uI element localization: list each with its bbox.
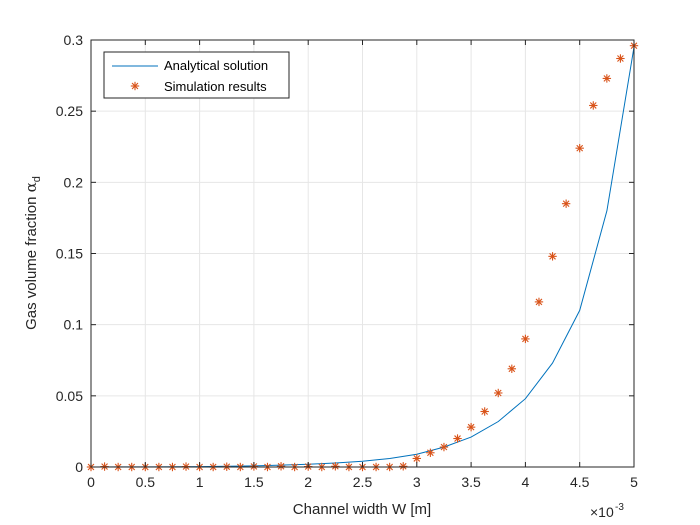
simulation-point: [480, 407, 489, 416]
simulation-point: [426, 448, 435, 457]
y-tick-label: 0.2: [64, 174, 84, 190]
x-tick-label: 3.5: [461, 474, 481, 490]
x-tick-label: 0.5: [136, 474, 156, 490]
svg-text:Gas volume fraction αd: Gas volume fraction αd: [22, 176, 43, 330]
simulation-point: [561, 199, 571, 208]
simulation-point: [616, 54, 625, 63]
simulation-point: [412, 454, 421, 463]
y-tick-label: 0.05: [56, 388, 83, 404]
simulation-point: [439, 442, 449, 452]
legend-box: [103, 51, 290, 99]
x-tick-label: 4: [522, 474, 530, 490]
x-tick-label: 2: [304, 474, 312, 490]
simulation-point: [453, 434, 462, 443]
x-axis-label: Channel width W [m]: [293, 501, 431, 518]
y-tick-label: 0: [75, 459, 83, 475]
legend: Analytical solution Simulation results: [103, 51, 290, 99]
simulation-point: [466, 422, 476, 432]
simulation-point: [494, 388, 503, 398]
simulation-point: [521, 334, 530, 344]
x-exponent-base: ×10: [590, 504, 614, 520]
y-tick-label: 0.25: [56, 103, 83, 119]
simulation-point: [575, 143, 584, 153]
x-tick-label: 2.5: [353, 474, 373, 490]
simulation-point: [399, 462, 408, 471]
simulation-point: [602, 74, 612, 83]
legend-marker-swatch: [130, 81, 140, 91]
y-axis-label: Gas volume fraction αd: [22, 176, 43, 330]
simulation-point: [589, 101, 598, 110]
x-tick-label: 1: [196, 474, 204, 490]
x-tick-label: 5: [630, 474, 638, 490]
y-tick-label: 0.3: [64, 32, 84, 48]
x-tick-label: 4.5: [570, 474, 590, 490]
x-tick-label: 3: [413, 474, 421, 490]
x-tick-label: 0: [87, 474, 95, 490]
ticks: 0 0.5 1 1.5 2 2.5 3 3.5 4 4.5 5 0 0.05 0.1 0.15 0.2 0.25…: [56, 32, 638, 490]
x-axis-exponent: ×10 -3: [590, 502, 624, 520]
y-axis-label-symbol: α: [22, 182, 40, 192]
y-tick-label: 0.1: [64, 317, 84, 333]
simulation-point: [534, 297, 544, 307]
legend-label-analytical: Analytical solution: [164, 58, 268, 73]
legend-label-simulation: Simulation results: [164, 79, 267, 94]
y-axis-label-text: Gas volume fraction: [23, 192, 40, 330]
y-tick-label: 0.15: [56, 246, 83, 262]
simulation-point: [507, 364, 517, 373]
simulation-point: [276, 462, 286, 471]
simulation-point: [331, 462, 340, 471]
x-tick-label: 1.5: [244, 474, 264, 490]
legend-marker-asterisk: [130, 81, 140, 91]
x-exponent-power: -3: [615, 502, 624, 513]
y-axis-label-subscript: d: [31, 176, 43, 182]
simulation-point: [548, 252, 557, 261]
